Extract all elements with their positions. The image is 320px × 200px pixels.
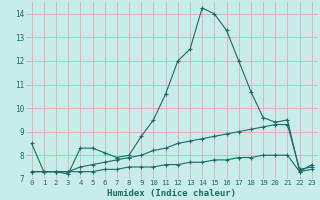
X-axis label: Humidex (Indice chaleur): Humidex (Indice chaleur): [107, 189, 236, 198]
